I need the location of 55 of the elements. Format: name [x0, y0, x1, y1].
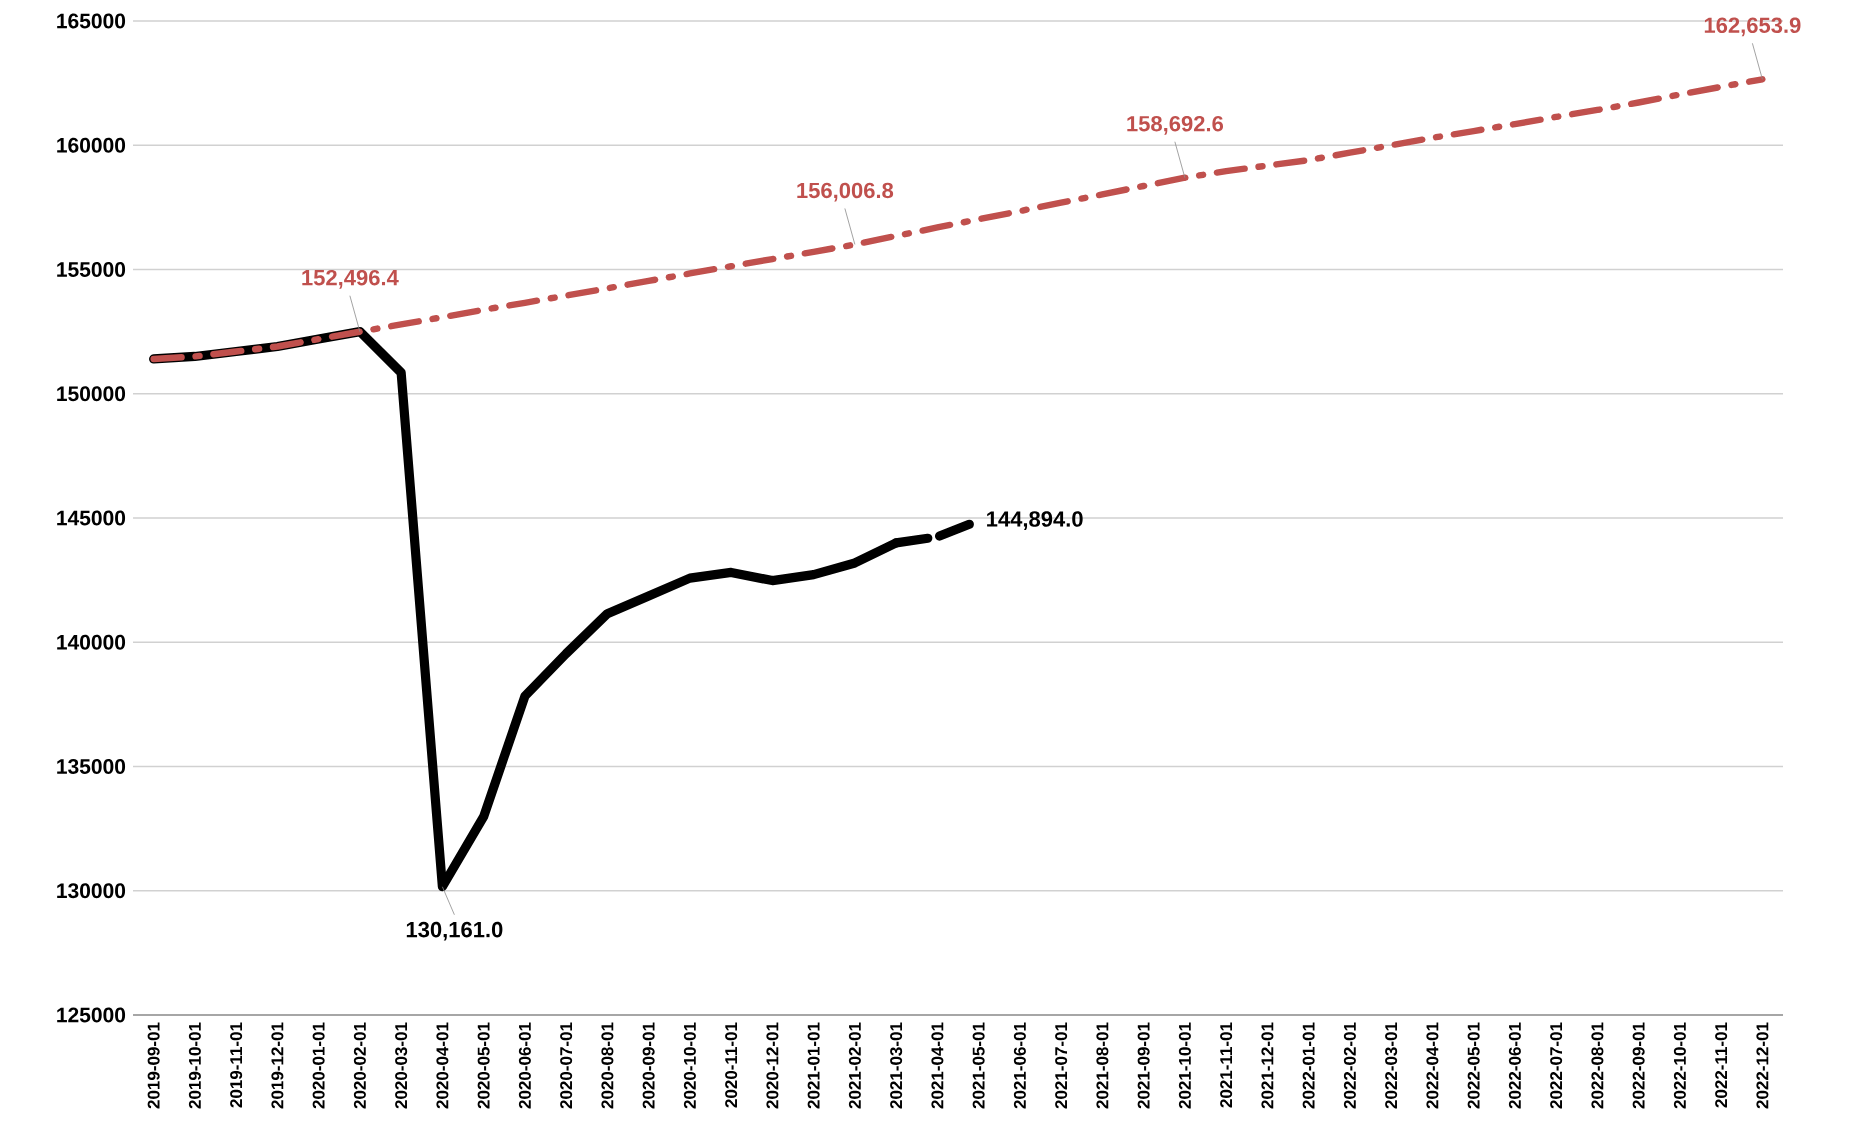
x-tick-label: 2022-01-01: [1302, 1022, 1315, 1109]
data-label: 156,006.8: [797, 182, 894, 202]
y-tick-label: 125000: [57, 1007, 126, 1023]
x-tick-label: 2020-12-01: [766, 1022, 779, 1109]
x-tick-label: 2021-02-01: [848, 1022, 861, 1109]
x-tick-label: 2020-01-01: [312, 1022, 325, 1109]
x-tick-label: 2021-12-01: [1261, 1022, 1274, 1109]
x-tick-label: 2020-08-01: [601, 1022, 614, 1109]
x-tick-label: 2021-04-01: [931, 1022, 944, 1109]
x-tick-label: 2021-05-01: [972, 1022, 985, 1109]
x-tick-label: 2022-07-01: [1550, 1022, 1563, 1109]
x-tick-label: 2022-06-01: [1508, 1022, 1521, 1109]
y-tick-label: 165000: [57, 13, 126, 29]
x-tick-label: 2022-05-01: [1467, 1022, 1480, 1109]
data-label: 162,653.9: [1704, 17, 1801, 37]
x-tick-label: 2021-10-01: [1178, 1022, 1191, 1109]
y-tick-label: 150000: [57, 386, 126, 402]
x-tick-label: 2020-07-01: [560, 1022, 573, 1109]
x-tick-label: 2020-05-01: [477, 1022, 490, 1109]
x-tick-label: 2021-01-01: [807, 1022, 820, 1109]
x-tick-label: 2022-03-01: [1385, 1022, 1398, 1109]
x-tick-label: 2021-06-01: [1013, 1022, 1026, 1109]
x-tick-label: 2021-11-01: [1220, 1022, 1233, 1108]
x-tick-label: 2021-08-01: [1096, 1022, 1109, 1109]
x-tick-label: 2020-10-01: [683, 1022, 696, 1109]
x-tick-label: 2020-06-01: [518, 1022, 531, 1109]
x-tick-label: 2020-04-01: [436, 1022, 449, 1109]
x-tick-label: 2021-09-01: [1137, 1022, 1150, 1109]
data-label: 158,692.6: [1127, 115, 1224, 135]
x-tick-label: 2019-12-01: [271, 1022, 284, 1109]
x-tick-label: 2022-11-01: [1715, 1022, 1728, 1108]
x-tick-label: 2020-11-01: [725, 1022, 738, 1108]
y-tick-label: 155000: [57, 262, 126, 277]
y-tick-label: 160000: [57, 137, 126, 153]
y-tick-label: 135000: [57, 759, 126, 774]
x-tick-label: 2022-10-01: [1673, 1022, 1686, 1109]
y-tick-label: 130000: [57, 883, 126, 899]
x-tick-label: 2022-09-01: [1632, 1022, 1645, 1109]
x-tick-label: 2019-10-01: [188, 1022, 201, 1109]
x-tick-label: 2020-02-01: [353, 1022, 366, 1109]
data-label: 130,161.0: [406, 921, 503, 941]
x-tick-label: 2022-04-01: [1426, 1022, 1439, 1109]
x-tick-label: 2020-03-01: [395, 1022, 408, 1109]
x-tick-label: 2019-09-01: [147, 1022, 160, 1109]
x-tick-label: 2021-07-01: [1055, 1022, 1068, 1109]
y-tick-label: 140000: [57, 634, 126, 650]
data-label: 144,894.0: [987, 511, 1083, 531]
y-tick-label: 145000: [57, 510, 126, 526]
x-tick-label: 2022-08-01: [1591, 1022, 1604, 1109]
x-tick-label: 2019-11-01: [230, 1022, 243, 1108]
x-tick-label: 2021-03-01: [890, 1022, 903, 1109]
x-tick-label: 2022-12-01: [1756, 1022, 1769, 1109]
x-tick-label: 2020-09-01: [642, 1022, 655, 1109]
data-label: 152,496.4: [302, 269, 399, 289]
x-tick-label: 2022-02-01: [1343, 1022, 1356, 1109]
